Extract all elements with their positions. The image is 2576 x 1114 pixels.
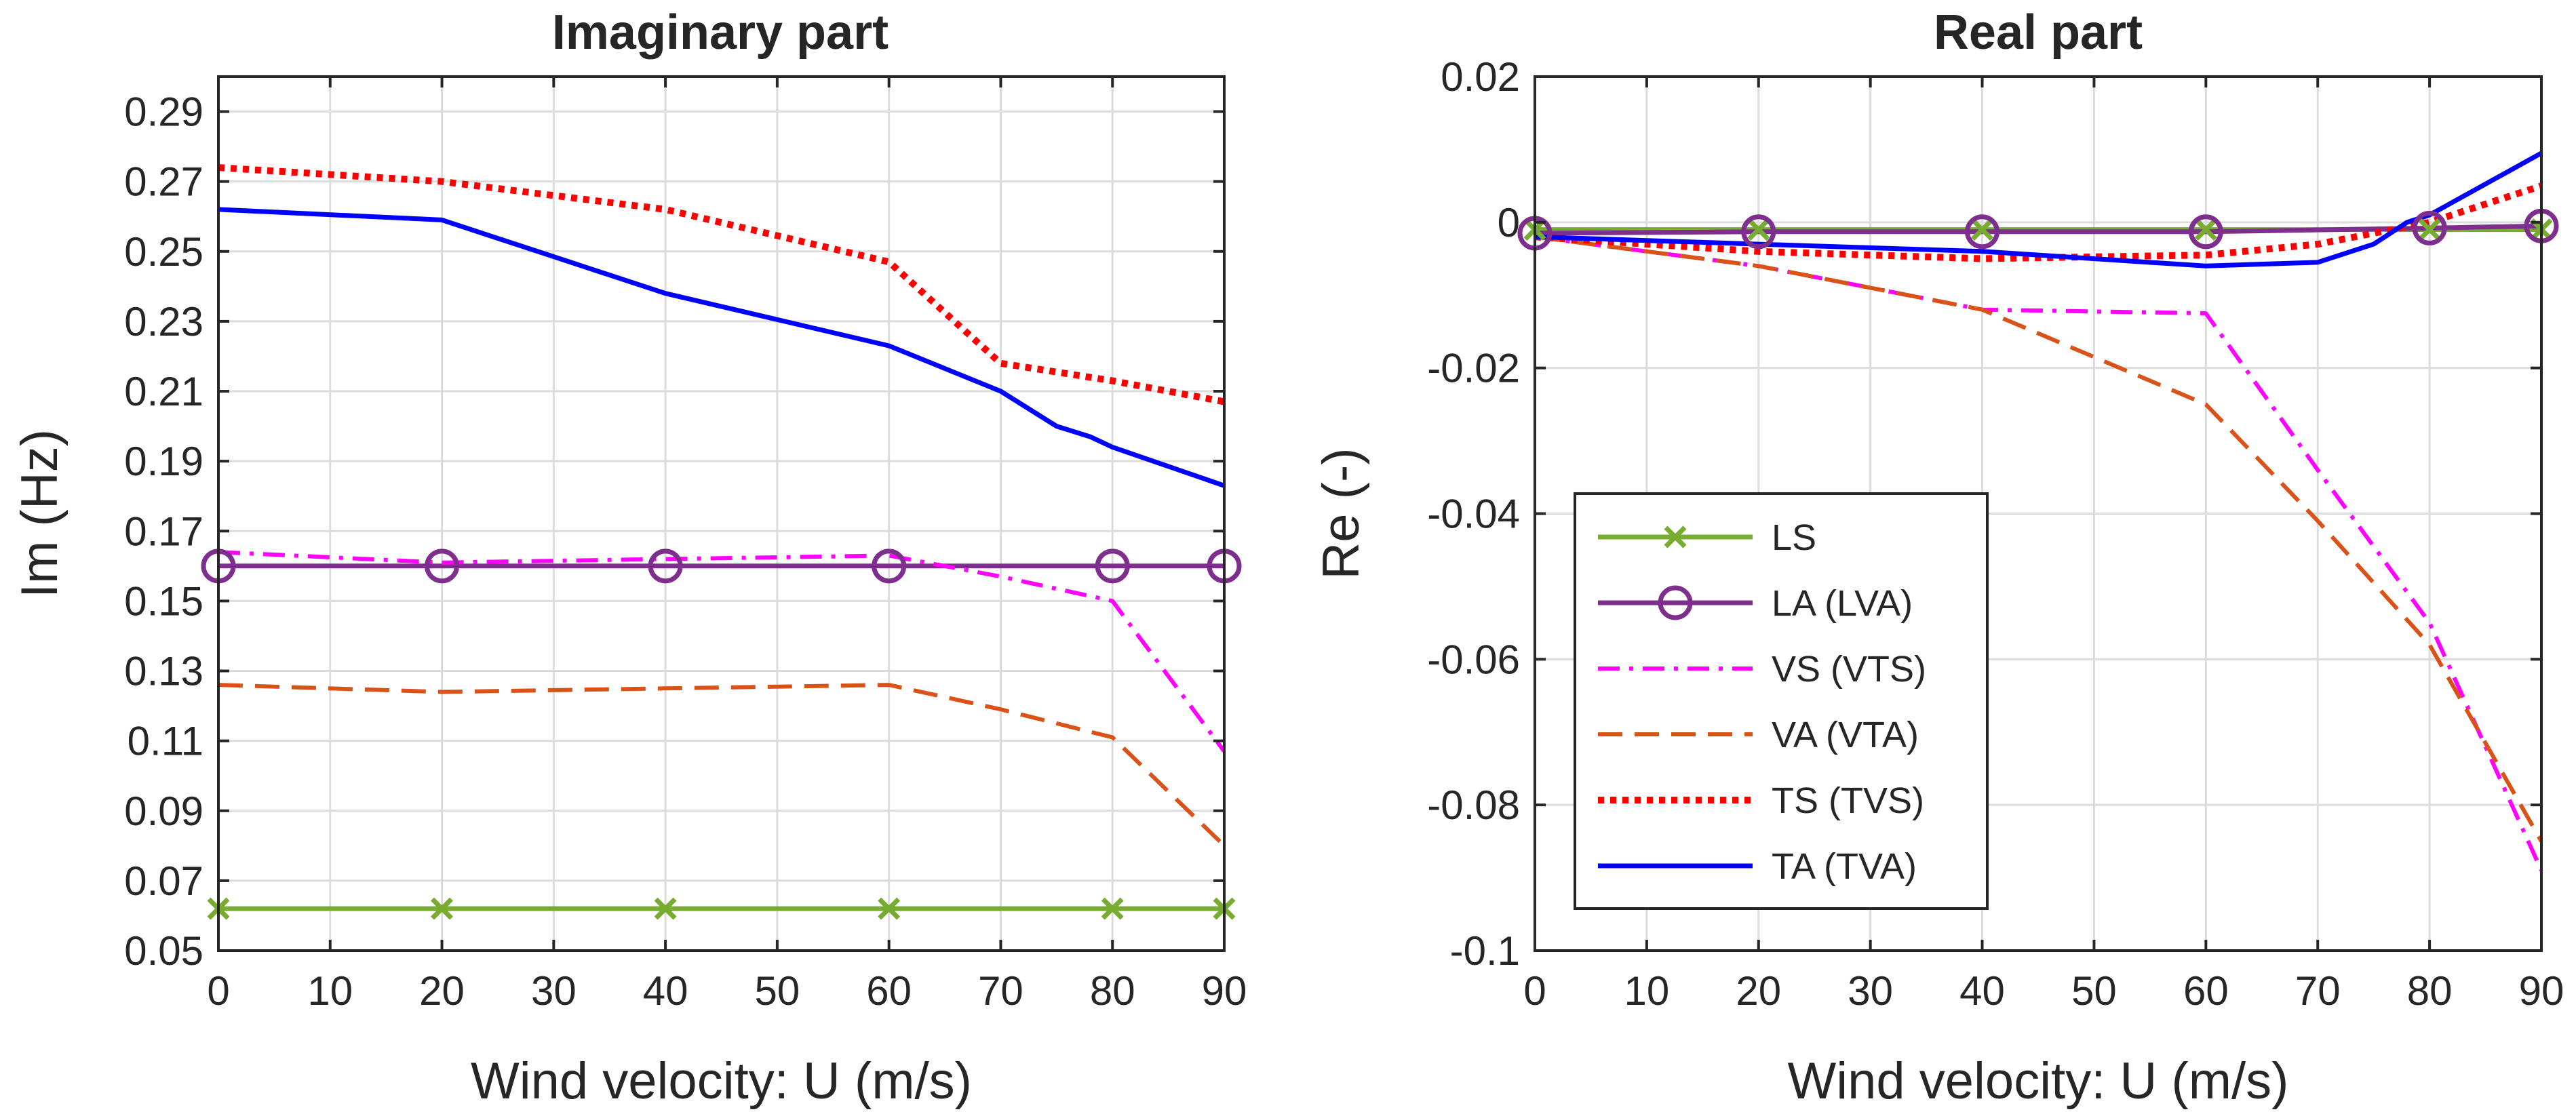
y-tick-label: 0.15 (124, 578, 203, 624)
legend-label-ls: LS (1772, 517, 1816, 558)
legend-label-vs-vts: VS (VTS) (1772, 649, 1926, 690)
x-tick-label: 40 (1959, 968, 2005, 1014)
y-tick-label: 0.19 (124, 439, 203, 484)
x-tick-label: 60 (2183, 968, 2229, 1014)
y-tick-label: 0.21 (124, 369, 203, 414)
series-line-la-lva (1535, 223, 2541, 236)
series-ls-marker (1747, 218, 1770, 241)
y-tick-label: 0.17 (124, 509, 203, 554)
y-tick-label: -0.1 (1450, 928, 1520, 974)
series-la-lva-marker (2188, 214, 2223, 250)
series-ls-marker (2418, 218, 2441, 241)
series-la-lva-marker (2412, 210, 2447, 245)
x-axis-label: Wind velocity: U (m/s) (1788, 1052, 2289, 1110)
y-tick-label: 0.05 (124, 928, 203, 974)
y-tick-label: 0.23 (124, 299, 203, 344)
legend-label-la-lva: LA (LVA) (1772, 583, 1913, 624)
axes-box (217, 75, 1226, 952)
chart-title: Imaginary part (552, 5, 889, 60)
y-tick-label: 0.09 (124, 789, 203, 834)
y-tick-label: 0.27 (124, 159, 203, 205)
x-tick-label: 0 (207, 968, 229, 1014)
series-line-vs-vts (218, 550, 1224, 753)
x-tick-label: 20 (419, 968, 465, 1014)
x-tick-label: 50 (2071, 968, 2117, 1014)
series-la-lva-marker (425, 549, 460, 584)
legend: LS LA (LVA) VS (VTS) VA (VTA) TS (TVS) TA (TV… (1574, 492, 1989, 910)
series-la-lva-marker (1965, 214, 2000, 250)
plot-area (218, 77, 1224, 951)
series-ls-marker (431, 897, 454, 920)
series-ls-marker (1101, 897, 1124, 920)
y-tick-label: 0.11 (128, 719, 203, 764)
legend-label-ts-tvs: TS (TVS) (1772, 780, 1924, 821)
x-tick-label: 70 (978, 968, 1023, 1014)
y-axis-label: Im (Hz) (11, 429, 69, 598)
x-tick-label: 60 (866, 968, 912, 1014)
series-ls-marker (2194, 218, 2217, 241)
legend-ls-marker (1664, 525, 1687, 549)
series-group (218, 164, 1224, 911)
series-line-ts-tvs (218, 164, 1224, 405)
series-ls-marker (878, 897, 901, 920)
x-tick-label: 50 (755, 968, 800, 1014)
y-tick-label: -0.08 (1427, 782, 1520, 828)
x-tick-label: 70 (2295, 968, 2341, 1014)
y-axis-label: Re (-) (1312, 447, 1370, 579)
x-tick-label: 80 (1090, 968, 1135, 1014)
y-tick-label: -0.04 (1427, 492, 1520, 537)
x-tick-label: 40 (643, 968, 688, 1014)
legend-label-va-vta: VA (VTA) (1772, 715, 1919, 755)
series-la-lva-marker (1095, 549, 1130, 584)
series-line-va-vta (1535, 235, 2541, 843)
y-tick-label: 0 (1498, 200, 1520, 245)
x-tick-label: 30 (1848, 968, 1893, 1014)
y-tick-label: 0.25 (124, 229, 203, 275)
y-tick-label: 0.29 (124, 89, 203, 135)
imaginary-part-panel: 0 10 20 30 40 50 60 70 80 90 0.05 0.07 0.09 0.11 0.13 0… (11, 5, 1247, 1110)
series-la-lva-marker (648, 549, 683, 584)
x-tick-label: 30 (531, 968, 577, 1014)
legend-box (1574, 492, 1989, 910)
series-ls-marker (654, 897, 677, 920)
y-tick-label: 0.07 (124, 858, 203, 904)
x-axis-label: Wind velocity: U (m/s) (471, 1052, 972, 1110)
legend-label-ta-tva: TA (TVA) (1772, 846, 1917, 887)
x-tick-label: 90 (1202, 968, 1247, 1014)
series-line-va-vta (218, 683, 1224, 848)
legend-la-lva-marker (1658, 585, 1693, 620)
series-la-lva-marker (872, 549, 907, 584)
series-la-lva-marker (1741, 214, 1776, 250)
y-tick-label: 0.02 (1441, 54, 1520, 100)
x-tick-label: 20 (1736, 968, 1781, 1014)
x-tick-label: 0 (1523, 968, 1546, 1014)
series-ls-marker (1971, 218, 1994, 241)
y-tick-label: -0.06 (1427, 637, 1520, 682)
y-tick-label: 0.13 (124, 649, 203, 694)
x-tick-label: 10 (1624, 968, 1670, 1014)
series-line-ta-tva (218, 207, 1224, 488)
y-tick-label: -0.02 (1427, 346, 1520, 391)
x-tick-label: 80 (2407, 968, 2453, 1014)
x-tick-label: 90 (2519, 968, 2564, 1014)
x-tick-label: 10 (307, 968, 353, 1014)
series-line-ts-tvs (1535, 182, 2541, 262)
chart-title: Real part (1934, 5, 2143, 60)
